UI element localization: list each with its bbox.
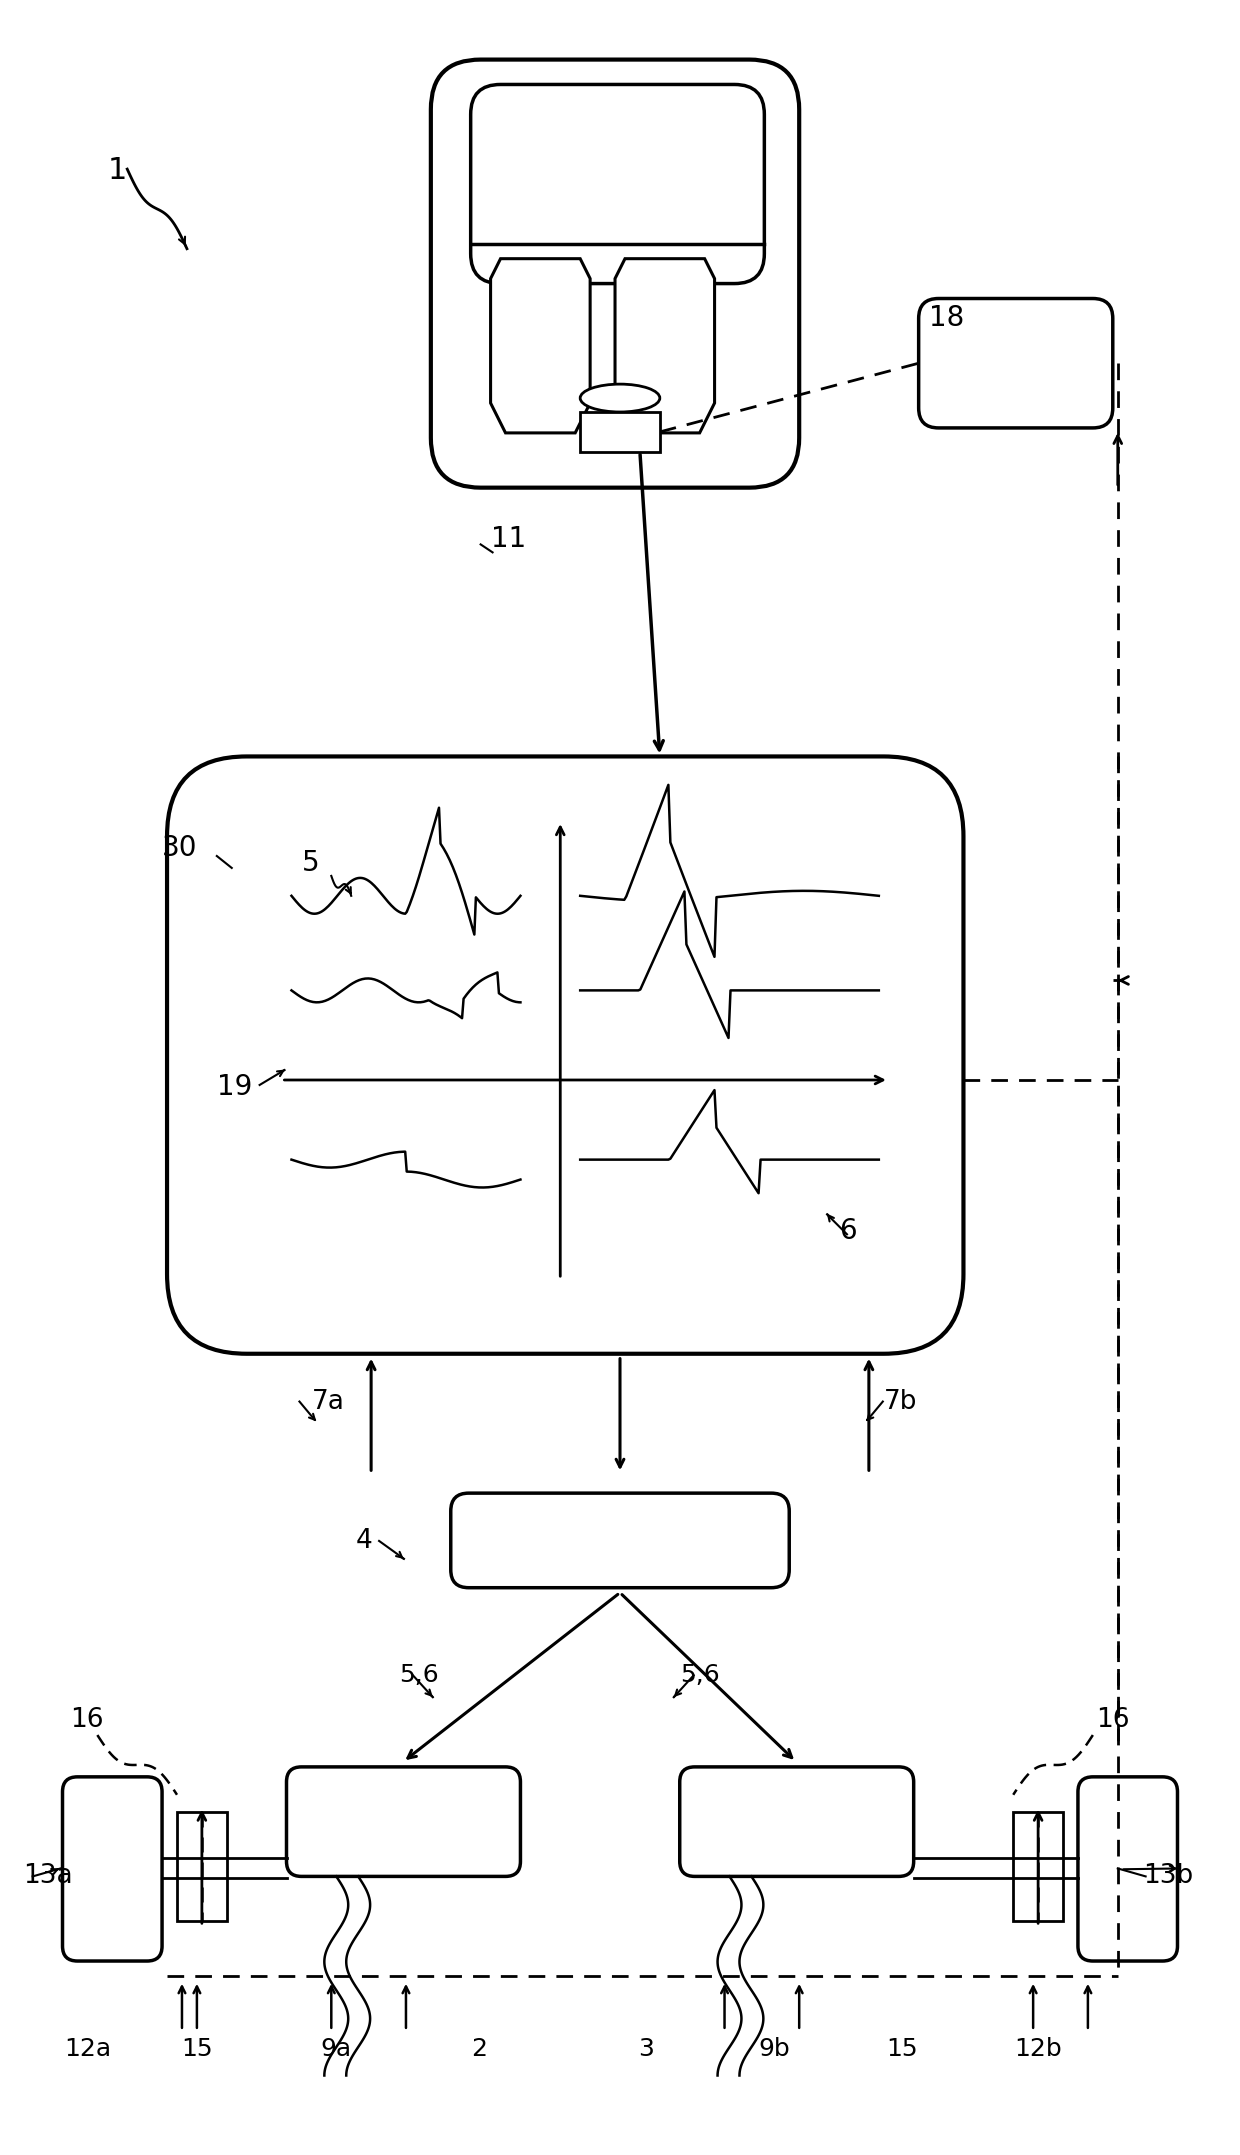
Text: 5: 5 xyxy=(301,849,319,877)
Text: 12b: 12b xyxy=(1014,2036,1061,2060)
Text: 6: 6 xyxy=(839,1218,857,1246)
Text: 7a: 7a xyxy=(311,1388,345,1414)
Polygon shape xyxy=(491,259,590,433)
Text: 11: 11 xyxy=(491,526,526,554)
FancyBboxPatch shape xyxy=(286,1767,521,1877)
Text: 4: 4 xyxy=(356,1528,373,1554)
Polygon shape xyxy=(615,259,714,433)
Text: 9b: 9b xyxy=(759,2036,790,2060)
Bar xyxy=(580,412,660,453)
Text: 5,6: 5,6 xyxy=(399,1664,439,1687)
Text: 19: 19 xyxy=(217,1073,252,1101)
Ellipse shape xyxy=(580,384,660,412)
Text: 12a: 12a xyxy=(63,2036,110,2060)
FancyBboxPatch shape xyxy=(62,1778,162,1961)
Text: 18: 18 xyxy=(929,304,963,332)
Text: 16: 16 xyxy=(71,1707,104,1733)
Text: 9a: 9a xyxy=(321,2036,352,2060)
FancyBboxPatch shape xyxy=(1078,1778,1178,1961)
Bar xyxy=(177,1812,227,1922)
FancyBboxPatch shape xyxy=(167,756,963,1353)
Text: 13b: 13b xyxy=(1142,1864,1193,1890)
Text: 30: 30 xyxy=(162,834,197,862)
Text: 3: 3 xyxy=(637,2036,653,2060)
Text: 16: 16 xyxy=(1096,1707,1130,1733)
FancyBboxPatch shape xyxy=(430,60,800,487)
FancyBboxPatch shape xyxy=(471,84,764,284)
FancyBboxPatch shape xyxy=(451,1493,789,1588)
FancyBboxPatch shape xyxy=(919,300,1112,429)
Text: 1: 1 xyxy=(108,155,126,185)
Text: 2: 2 xyxy=(471,2036,486,2060)
Bar xyxy=(1013,1812,1063,1922)
Text: 5,6: 5,6 xyxy=(680,1664,719,1687)
Text: 13a: 13a xyxy=(22,1864,72,1890)
FancyBboxPatch shape xyxy=(680,1767,914,1877)
Text: 7b: 7b xyxy=(884,1388,918,1414)
Text: 15: 15 xyxy=(885,2036,918,2060)
Text: 15: 15 xyxy=(181,2036,213,2060)
